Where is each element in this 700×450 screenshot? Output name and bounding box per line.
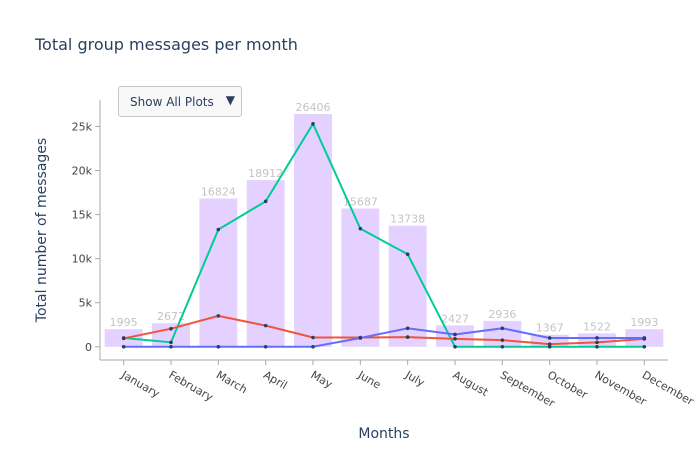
- series-3-point: [311, 344, 315, 349]
- axes-layer: [99, 100, 668, 361]
- series-2-point: [547, 342, 552, 346]
- series-3-point: [121, 344, 126, 349]
- series-line-1: [123, 121, 645, 348]
- series-2-point: [500, 338, 505, 342]
- bar-value-label: 1993: [630, 316, 658, 329]
- bar-value-label: 26406: [296, 101, 331, 114]
- series-2-point: [169, 326, 173, 331]
- y-tick-label: 25k: [72, 120, 93, 133]
- x-tick-label: April: [261, 368, 289, 392]
- bars-layer: [104, 114, 664, 347]
- bar-june: [341, 208, 380, 347]
- y-tick-label: 10k: [72, 253, 93, 266]
- x-tick-label: May: [309, 368, 336, 391]
- x-tick-label: July: [402, 368, 427, 390]
- series-3-point: [453, 332, 457, 337]
- bar-september: [483, 320, 522, 347]
- series-3-point: [169, 344, 173, 349]
- series-2-point: [405, 335, 410, 339]
- series-2-point: [216, 314, 221, 318]
- bar-november: [578, 333, 616, 347]
- series-3-point: [642, 336, 647, 340]
- x-tick-label: March: [214, 368, 250, 396]
- y-tick-label: 0: [85, 341, 92, 354]
- dropdown-label: Show All Plots: [130, 95, 214, 109]
- bar-value-label: 1995: [110, 316, 138, 329]
- series-2-point: [311, 335, 315, 340]
- series-2-point: [453, 337, 457, 341]
- x-axis-title: Months: [358, 426, 409, 442]
- series-2-point: [595, 340, 599, 345]
- bar-value-label: 1522: [583, 320, 611, 333]
- series-1-point: [263, 199, 268, 204]
- series-3-point: [405, 326, 410, 331]
- bar-april: [246, 180, 285, 347]
- series-line-2: [123, 314, 645, 346]
- series-1-point: [405, 252, 410, 257]
- caret-down-icon: ▼: [225, 93, 235, 107]
- x-tick-label: June: [355, 368, 383, 392]
- bar-march: [199, 198, 238, 347]
- series-1-point: [500, 344, 505, 349]
- bar-value-label: 18912: [248, 167, 283, 180]
- series-line-3: [123, 327, 645, 348]
- bar-value-label: 1367: [536, 322, 564, 335]
- series-3-point: [358, 336, 363, 340]
- x-tick-label: December: [640, 368, 696, 408]
- y-axis-title: Total number of messages: [34, 138, 50, 323]
- x-tick-label: August: [451, 368, 491, 399]
- y-tick-label: 15k: [72, 209, 93, 222]
- series-3-point: [263, 344, 268, 349]
- series-1-point: [453, 344, 457, 349]
- bar-may: [294, 114, 332, 347]
- x-tick-label: February: [167, 368, 216, 404]
- series-3-point: [595, 336, 599, 340]
- x-tick-label: January: [118, 368, 162, 401]
- y-tick-label: 5k: [79, 297, 93, 310]
- series-3-point: [500, 326, 505, 331]
- bar-value-label: 2427: [441, 312, 469, 325]
- y-tick-label: 20k: [72, 165, 93, 178]
- series-1-point: [169, 340, 173, 345]
- bar-value-label: 2672: [157, 310, 185, 323]
- bar-value-label: 2936: [488, 308, 516, 321]
- y-ticks-layer: 0 5k 10k 15k 20k 25k: [72, 120, 100, 354]
- chart-title: Total group messages per month: [34, 35, 298, 54]
- series-1-point: [358, 226, 363, 231]
- series-2-point: [121, 336, 126, 341]
- series-3-point: [547, 336, 552, 340]
- bar-value-label: 15687: [343, 196, 378, 209]
- series-3-point: [216, 344, 221, 349]
- series-1-point: [216, 227, 221, 232]
- bar-labels-layer: 1995 2672 16824 18912 26406 15687 13738 2427 293…: [110, 101, 659, 335]
- lines-layer: [121, 121, 647, 349]
- bar-value-label: 16824: [201, 186, 236, 199]
- series-1-point: [311, 121, 315, 126]
- series-1-point: [547, 344, 552, 349]
- x-tick-label: November: [593, 368, 649, 408]
- series-1-point: [595, 344, 599, 349]
- series-2-point: [263, 323, 268, 328]
- show-plots-dropdown[interactable]: Show All Plots ▼: [118, 86, 242, 117]
- series-1-point: [642, 344, 647, 349]
- bar-value-label: 13738: [390, 213, 425, 226]
